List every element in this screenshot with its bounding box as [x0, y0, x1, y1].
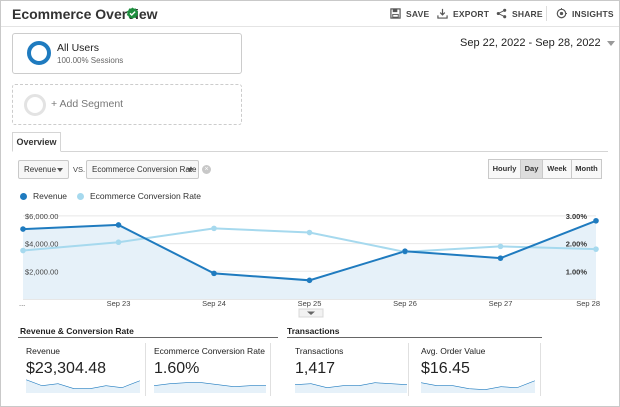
metric-card-avg-order-value[interactable]: Avg. Order Value $16.45 — [421, 343, 541, 396]
revenue-point — [115, 222, 122, 228]
revenue-point — [306, 277, 313, 284]
primary-metric-select[interactable]: Revenue — [18, 160, 69, 179]
secondary-metric-value: Ecommerce Conversion Rate — [92, 165, 197, 174]
chevron-down-icon — [606, 40, 615, 46]
x-axis-tick-label: Sep 25 — [298, 299, 322, 308]
legend-conversion[interactable]: Ecommerce Conversion Rate — [77, 191, 201, 201]
insights-icon — [556, 8, 567, 19]
add-segment-ring-icon — [24, 94, 46, 116]
export-button[interactable]: EXPORT — [437, 8, 489, 19]
section-divider — [287, 337, 542, 338]
date-range-text: Sep 22, 2022 - Sep 28, 2022 — [460, 37, 601, 49]
chevron-down-icon — [187, 168, 193, 172]
segment-detail: 100.00% Sessions — [57, 56, 124, 65]
save-icon — [390, 8, 401, 19]
remove-metric-icon[interactable]: × — [202, 165, 211, 174]
tab-divider — [12, 151, 608, 152]
section-title-transactions: Transactions — [287, 326, 340, 336]
conversion-point — [497, 243, 504, 250]
segment-ring-icon — [27, 41, 51, 65]
insights-button[interactable]: INSIGHTS — [556, 8, 614, 19]
revenue-point — [497, 255, 504, 261]
share-button[interactable]: SHARE — [496, 8, 543, 19]
save-button[interactable]: SAVE — [390, 8, 429, 19]
y2-axis-tick-label: 3.00% — [566, 212, 588, 221]
revenue-point — [211, 270, 217, 277]
legend-conversion-label: Ecommerce Conversion Rate — [90, 191, 202, 201]
section-divider — [18, 337, 278, 338]
page-title: Ecommerce Overview — [12, 6, 158, 22]
toolbar-divider — [546, 6, 547, 21]
sparkline — [295, 382, 407, 393]
verified-check-icon — [126, 7, 139, 19]
conversion-point — [593, 246, 599, 252]
metric-value: 1,417 — [295, 360, 336, 377]
chevron-down-icon — [307, 311, 315, 315]
primary-metric-value: Revenue — [24, 165, 57, 174]
save-label: SAVE — [406, 8, 430, 19]
export-label: EXPORT — [453, 8, 490, 19]
secondary-metric-select[interactable]: Ecommerce Conversion Rate — [86, 160, 199, 179]
sparkline — [26, 379, 140, 393]
y-axis-tick-label: $6,000.00 — [25, 212, 58, 221]
x-axis-tick-label: Sep 24 — [202, 299, 226, 308]
vs-label: VS. — [73, 165, 86, 174]
y2-axis-tick-label: 1.00% — [566, 267, 588, 276]
add-segment-label: + Add Segment — [51, 98, 124, 110]
add-segment-button[interactable]: + Add Segment — [12, 84, 242, 125]
segment-name: All Users — [57, 42, 100, 54]
chevron-down-icon — [57, 168, 63, 172]
x-axis-tick-label: Sep 28 — [576, 299, 600, 308]
section-title-revenue: Revenue & Conversion Rate — [20, 326, 134, 336]
revenue-point — [20, 226, 26, 232]
period-week-button[interactable]: Week — [542, 159, 572, 179]
conversion-dot-icon — [77, 192, 84, 200]
revenue-dot-icon — [20, 192, 27, 200]
sparkline — [421, 380, 535, 393]
metric-value: $16.45 — [421, 360, 470, 377]
conversion-point — [211, 225, 217, 232]
metric-label: Revenue — [26, 346, 61, 356]
x-axis-tick-label: Sep 27 — [489, 299, 513, 308]
metric-value: $23,304.48 — [26, 360, 107, 377]
share-icon — [496, 8, 507, 19]
conversion-point — [115, 239, 122, 246]
metric-card-revenue[interactable]: Revenue $23,304.48 — [26, 343, 146, 396]
legend-revenue-label: Revenue — [33, 191, 68, 201]
tab-overview[interactable]: Overview — [12, 132, 61, 152]
legend-revenue[interactable]: Revenue — [20, 191, 67, 201]
period-month-button[interactable]: Month — [571, 159, 602, 179]
revenue-point — [402, 248, 408, 255]
metric-label: Transactions — [295, 346, 344, 356]
conversion-point — [306, 229, 313, 236]
revenue-area — [23, 220, 596, 299]
y-axis-tick-label: $2,000.00 — [25, 267, 58, 276]
insights-label: INSIGHTS — [572, 8, 614, 19]
y2-axis-tick-label: 2.00% — [566, 240, 588, 249]
line-chart[interactable]: $6,000.00 $4,000.00 $2,000.00 3.00% 2.00% 1.0… — [1, 201, 620, 321]
metric-card-transactions[interactable]: Transactions 1,417 — [295, 343, 409, 396]
x-axis-tick-label: Sep 23 — [107, 299, 131, 308]
metric-label: Avg. Order Value — [421, 346, 486, 356]
date-range-picker[interactable]: Sep 22, 2022 - Sep 28, 2022 — [460, 37, 615, 49]
revenue-point — [593, 217, 599, 224]
export-icon — [437, 8, 448, 19]
report-header: Ecommerce Overview SAVE EXPORT — [1, 1, 619, 27]
share-label: SHARE — [512, 8, 543, 19]
metric-card-conversion[interactable]: Ecommerce Conversion Rate 1.60% — [154, 343, 271, 396]
x-axis-tick-label: Sep 26 — [393, 299, 417, 308]
sparkline — [154, 382, 266, 393]
y-axis-tick-label: $4,000.00 — [25, 240, 58, 249]
conversion-point — [20, 247, 26, 254]
period-hourly-button[interactable]: Hourly — [488, 159, 521, 179]
x-axis-tick-label: ... — [19, 299, 25, 308]
metric-value: 1.60% — [154, 360, 200, 377]
segment-all-users[interactable]: All Users 100.00% Sessions — [12, 33, 242, 74]
period-day-button[interactable]: Day — [520, 159, 543, 179]
metric-label: Ecommerce Conversion Rate — [154, 346, 266, 356]
